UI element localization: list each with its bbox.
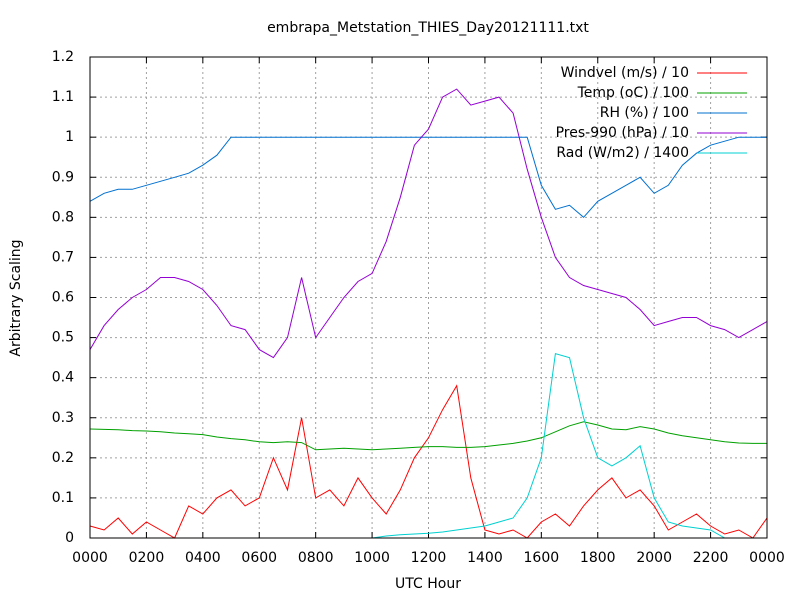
chart-title: embrapa_Metstation_THIES_Day20121111.txt xyxy=(267,20,589,36)
y-tick-label: 1.2 xyxy=(52,49,74,65)
x-tick-label: 1000 xyxy=(354,550,390,566)
legend-label: Windvel (m/s) / 10 xyxy=(561,65,689,81)
y-tick-label: 0.8 xyxy=(52,209,74,225)
x-tick-label: 1600 xyxy=(524,550,560,566)
x-axis-label: UTC Hour xyxy=(395,576,461,592)
x-tick-label: 1800 xyxy=(580,550,616,566)
legend-label: RH (%) / 100 xyxy=(600,105,689,121)
legend-label: Pres-990 (hPa) / 10 xyxy=(556,125,689,141)
series-line xyxy=(89,384,768,539)
x-tick-label: 0800 xyxy=(298,550,334,566)
y-tick-label: 0.7 xyxy=(52,249,74,265)
y-tick-label: 0.9 xyxy=(52,169,74,185)
series-line xyxy=(89,88,768,359)
x-tick-label: 0600 xyxy=(241,550,277,566)
plot-border xyxy=(89,56,768,539)
x-tick-label: 0400 xyxy=(185,550,221,566)
y-tick-label: 0.5 xyxy=(52,330,74,346)
y-tick-label: 0.6 xyxy=(52,290,74,306)
x-tick-label: 0000 xyxy=(72,550,108,566)
y-tick-label: 1 xyxy=(65,129,74,145)
y-tick-label: 0.1 xyxy=(52,490,74,506)
y-tick-label: 0 xyxy=(65,530,74,546)
x-tick-label: 2000 xyxy=(636,550,672,566)
x-tick-label: 0000 xyxy=(749,550,785,566)
y-tick-label: 0.4 xyxy=(52,370,74,386)
y-axis-label: Arbitrary Scaling xyxy=(8,239,24,356)
series-line xyxy=(89,136,767,218)
series-line xyxy=(89,421,767,451)
legend-label: Temp (oC) / 100 xyxy=(577,85,689,101)
x-tick-label: 1400 xyxy=(467,550,503,566)
y-tick-label: 0.3 xyxy=(52,410,74,426)
x-tick-label: 0200 xyxy=(129,550,165,566)
y-tick-label: 1.1 xyxy=(52,89,74,105)
legend-label: Rad (W/m2) / 1400 xyxy=(556,145,689,161)
y-tick-label: 0.2 xyxy=(52,450,74,466)
x-tick-label: 2200 xyxy=(693,550,729,566)
series-line xyxy=(90,352,767,539)
x-tick-label: 1200 xyxy=(411,550,447,566)
